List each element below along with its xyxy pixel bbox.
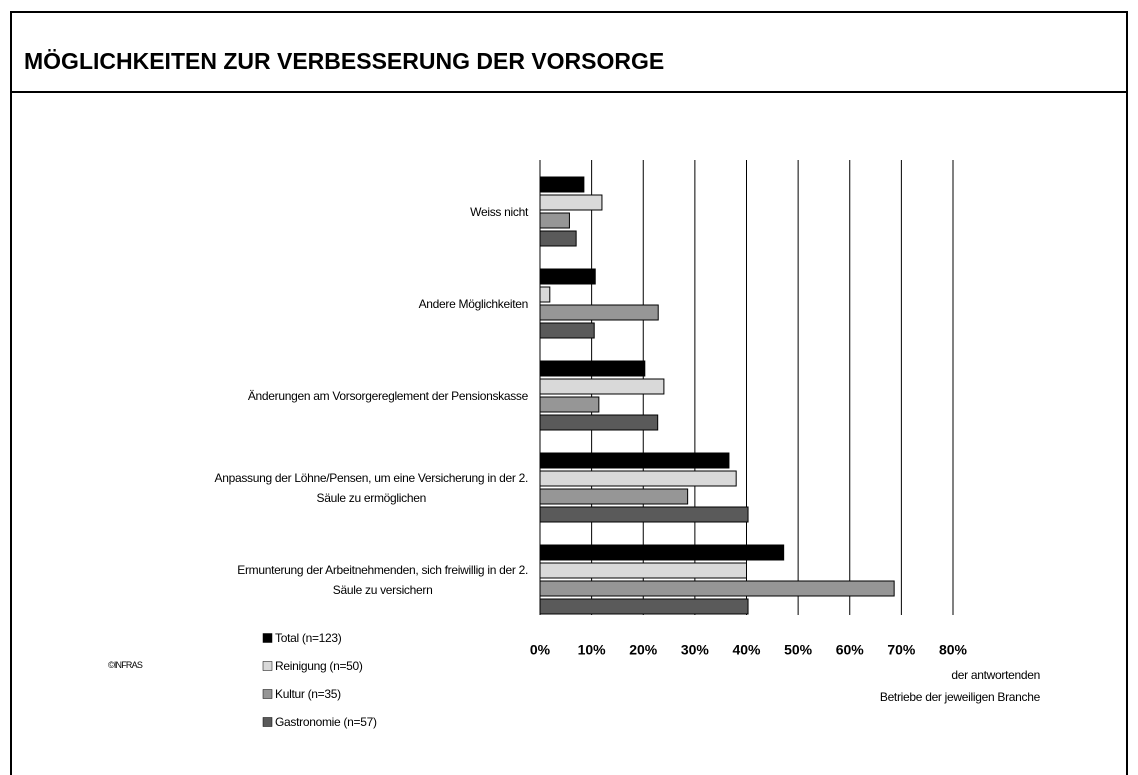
legend-swatch (262, 633, 273, 643)
bar (539, 506, 749, 523)
x-tick-label: 50% (784, 642, 813, 658)
bar (539, 268, 596, 285)
category-label: Änderungen am Vorsorgereglement der Pens… (247, 388, 528, 403)
legend-swatch (262, 661, 273, 671)
bar (539, 396, 600, 413)
legend-swatch (262, 689, 273, 699)
legend-label: Total (n=123) (275, 631, 342, 645)
bar (539, 194, 603, 211)
bar (539, 562, 747, 579)
bar (539, 470, 737, 487)
chart-title: MÖGLICHKEITEN ZUR VERBESSERUNG DER VORSO… (24, 48, 664, 74)
x-tick-label: 60% (836, 642, 865, 658)
category-label: Weiss nicht (470, 204, 528, 219)
axis-label: der antwortenden Betriebe der jeweiligen… (879, 668, 1040, 704)
category-label: Ermunterung der Arbeitnehmenden, sich fr… (237, 562, 528, 597)
bar (539, 304, 659, 321)
bar (539, 488, 689, 505)
bar (539, 414, 659, 431)
bar (539, 452, 730, 469)
x-tick-label: 30% (681, 642, 710, 658)
category-label: Anpassung der Löhne/Pensen, um eine Vers… (214, 470, 529, 505)
bar (539, 598, 749, 615)
bar (539, 230, 577, 247)
bar (539, 544, 785, 561)
x-tick-label: 20% (629, 642, 658, 658)
x-tick-label: 70% (887, 642, 916, 658)
bar (539, 360, 646, 377)
x-tick-label: 10% (578, 642, 607, 658)
x-tick-label: 0% (530, 642, 551, 658)
bar (539, 580, 895, 597)
legend-label: Reinigung (n=50) (275, 659, 363, 673)
bar (539, 176, 585, 193)
bar (539, 212, 570, 229)
category-label: Andere Möglichkeiten (418, 296, 529, 311)
bar (539, 322, 595, 339)
legend-label: Kultur (n=35) (275, 687, 341, 701)
x-tick-label: 40% (732, 642, 761, 658)
bar (539, 286, 551, 303)
frame (10, 11, 1128, 775)
legend-label: Gastronomie (n=57) (275, 715, 377, 729)
x-tick-label: 80% (939, 642, 968, 658)
bar (539, 378, 665, 395)
legend-swatch (262, 717, 273, 727)
source: ©INFRAS (108, 660, 143, 670)
